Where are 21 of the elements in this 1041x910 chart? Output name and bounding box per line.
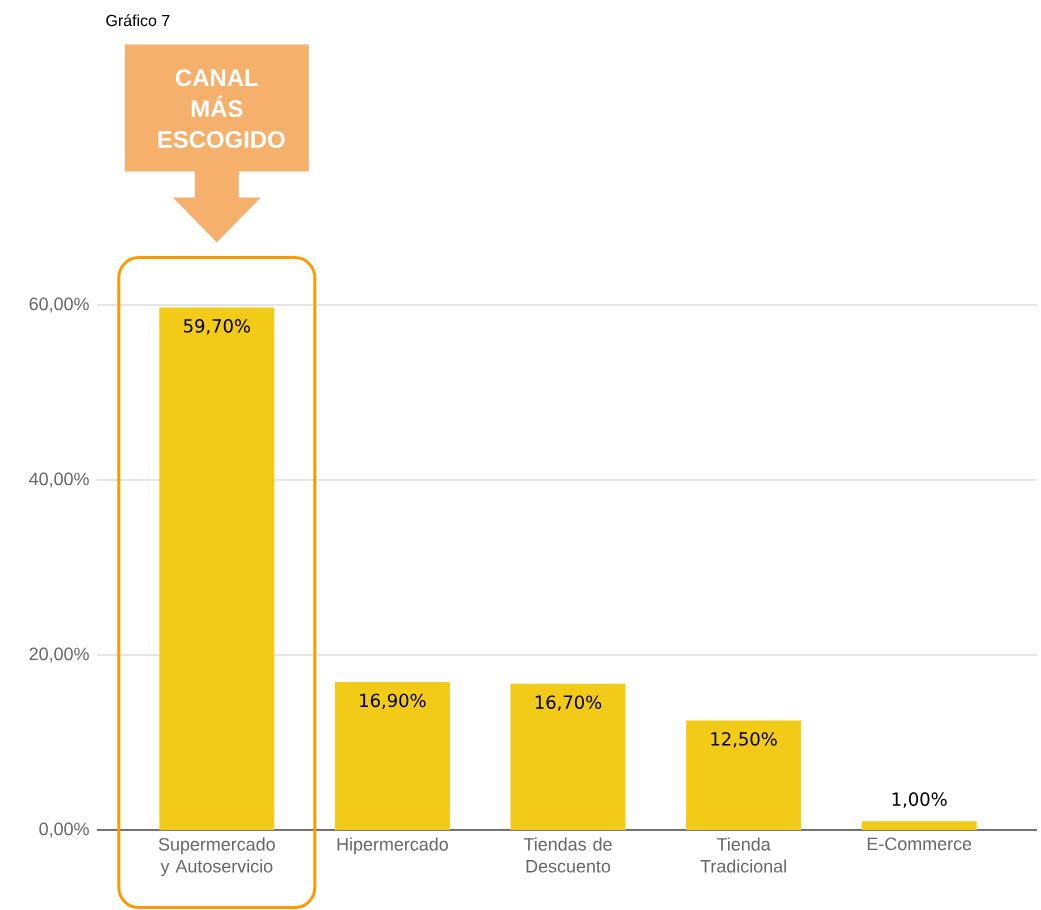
bar xyxy=(334,682,450,830)
x-tick-label: Tienda Tradicional xyxy=(700,837,786,873)
chart-title: Gráfico 7 xyxy=(106,14,170,27)
x-tick-label: Hipermercado xyxy=(337,837,448,855)
data-label: 1,00% xyxy=(892,792,947,808)
y-tick-label: 20,00% xyxy=(29,647,89,663)
x-tick-label: Supermercado y Autoservicio xyxy=(158,837,275,877)
x-tick-label: E-Commerce xyxy=(867,837,972,851)
x-tick-label: Tiendas de Descuento xyxy=(523,837,612,873)
bar xyxy=(510,683,626,830)
bar xyxy=(686,720,802,830)
text: CANAL MÁS ESCOGIDO xyxy=(158,69,285,148)
bar xyxy=(159,307,275,830)
data-label: 16,90% xyxy=(360,693,426,710)
data-label: 59,70% xyxy=(184,319,250,335)
y-tick-label: 40,00% xyxy=(29,472,89,488)
bar xyxy=(861,821,977,830)
y-tick-label: 60,00% xyxy=(29,297,89,313)
data-label: 12,50% xyxy=(711,732,777,748)
data-label: 16,70% xyxy=(535,695,602,711)
y-tick-label: 0,00% xyxy=(39,822,89,838)
